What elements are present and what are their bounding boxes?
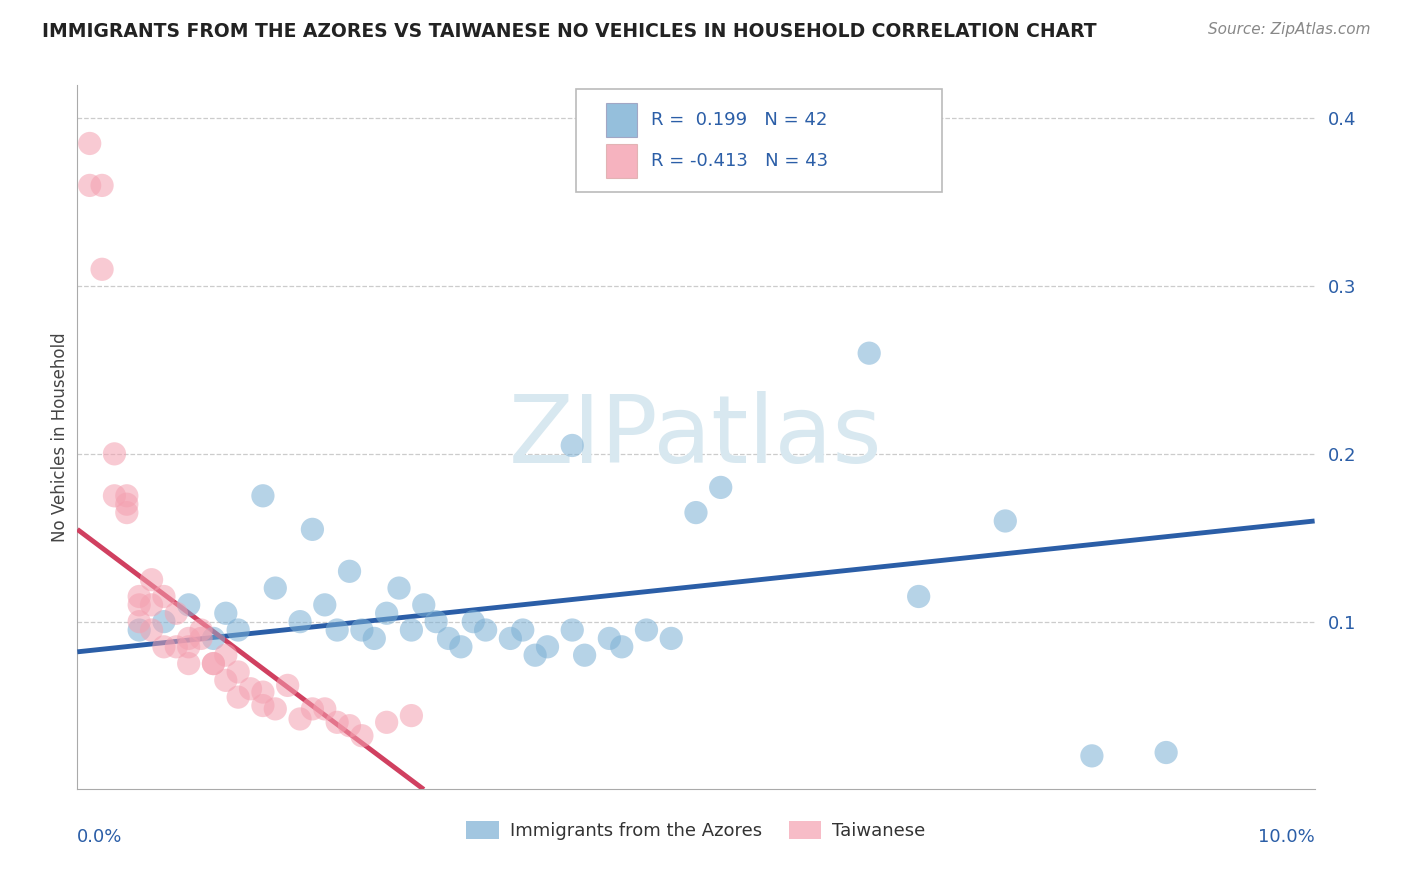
Point xyxy=(79,136,101,151)
Point xyxy=(326,623,349,637)
Point xyxy=(277,678,299,692)
Point xyxy=(314,598,336,612)
Point xyxy=(636,623,658,637)
Point xyxy=(524,648,547,663)
Text: ZIPatlas: ZIPatlas xyxy=(509,391,883,483)
Point xyxy=(350,623,373,637)
Point xyxy=(412,598,434,612)
Point xyxy=(141,623,163,637)
Point xyxy=(153,640,176,654)
Text: R = -0.413   N = 43: R = -0.413 N = 43 xyxy=(651,153,828,170)
Text: IMMIGRANTS FROM THE AZORES VS TAIWANESE NO VEHICLES IN HOUSEHOLD CORRELATION CHA: IMMIGRANTS FROM THE AZORES VS TAIWANESE … xyxy=(42,22,1097,41)
Point xyxy=(350,729,373,743)
Point xyxy=(115,506,138,520)
Point xyxy=(153,615,176,629)
Point xyxy=(177,598,200,612)
Point xyxy=(425,615,447,629)
Point xyxy=(141,573,163,587)
Point xyxy=(177,632,200,646)
Point xyxy=(128,598,150,612)
Point xyxy=(907,590,929,604)
Point xyxy=(710,480,733,494)
Point xyxy=(463,615,485,629)
Point xyxy=(264,702,287,716)
Point xyxy=(994,514,1017,528)
Point xyxy=(574,648,596,663)
Point xyxy=(363,632,385,646)
Point xyxy=(375,715,398,730)
Point xyxy=(239,681,262,696)
Point xyxy=(598,632,620,646)
Text: R =  0.199   N = 42: R = 0.199 N = 42 xyxy=(651,111,827,128)
Point xyxy=(659,632,682,646)
Point xyxy=(1154,746,1177,760)
Point xyxy=(190,632,212,646)
Point xyxy=(561,623,583,637)
Point xyxy=(288,615,311,629)
Point xyxy=(512,623,534,637)
Point xyxy=(177,640,200,654)
Point xyxy=(610,640,633,654)
Point xyxy=(115,489,138,503)
Point xyxy=(561,438,583,452)
Legend: Immigrants from the Azores, Taiwanese: Immigrants from the Azores, Taiwanese xyxy=(460,814,932,847)
Point xyxy=(858,346,880,360)
Point xyxy=(252,698,274,713)
Point xyxy=(215,673,238,688)
Point xyxy=(153,590,176,604)
Text: Source: ZipAtlas.com: Source: ZipAtlas.com xyxy=(1208,22,1371,37)
Point xyxy=(177,657,200,671)
Point xyxy=(314,702,336,716)
Point xyxy=(252,685,274,699)
Point xyxy=(128,590,150,604)
Point xyxy=(79,178,101,193)
Point xyxy=(401,623,423,637)
Point xyxy=(252,489,274,503)
Point xyxy=(103,489,125,503)
Point xyxy=(685,506,707,520)
Point xyxy=(91,178,114,193)
Point xyxy=(288,712,311,726)
Point xyxy=(141,598,163,612)
Point xyxy=(165,640,187,654)
Y-axis label: No Vehicles in Household: No Vehicles in Household xyxy=(51,332,69,542)
Point xyxy=(226,690,249,705)
Text: 10.0%: 10.0% xyxy=(1258,828,1315,847)
Point xyxy=(202,657,225,671)
Point xyxy=(202,657,225,671)
Point xyxy=(301,702,323,716)
Point xyxy=(375,607,398,621)
Point xyxy=(128,615,150,629)
Point xyxy=(301,522,323,536)
Point xyxy=(536,640,558,654)
Point xyxy=(128,623,150,637)
Point xyxy=(91,262,114,277)
Point xyxy=(339,719,361,733)
Point xyxy=(401,708,423,723)
Point xyxy=(264,581,287,595)
Point xyxy=(437,632,460,646)
Point xyxy=(202,632,225,646)
Text: 0.0%: 0.0% xyxy=(77,828,122,847)
Point xyxy=(226,665,249,679)
Point xyxy=(190,623,212,637)
Point xyxy=(215,607,238,621)
Point xyxy=(450,640,472,654)
Point xyxy=(103,447,125,461)
Point xyxy=(215,648,238,663)
Point xyxy=(226,623,249,637)
Point xyxy=(339,564,361,578)
Point xyxy=(499,632,522,646)
Point xyxy=(165,607,187,621)
Point xyxy=(388,581,411,595)
Point xyxy=(115,497,138,511)
Point xyxy=(1081,748,1104,763)
Point xyxy=(474,623,496,637)
Point xyxy=(326,715,349,730)
